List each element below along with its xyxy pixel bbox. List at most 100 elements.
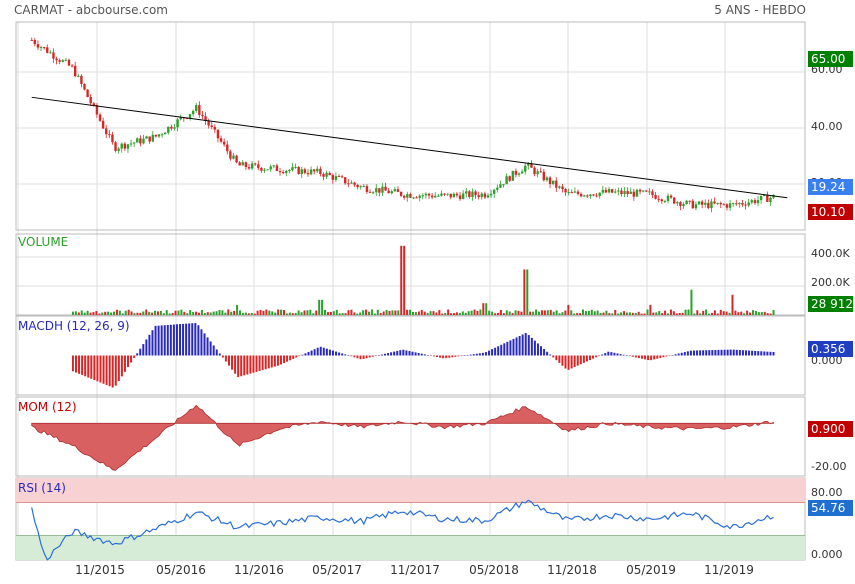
candle-body xyxy=(378,188,381,193)
badge-price-low: 10.10 xyxy=(808,204,853,220)
candle-body xyxy=(738,202,741,205)
candle-body xyxy=(312,169,316,172)
volume-bar xyxy=(772,310,775,315)
volume-bar xyxy=(233,310,236,315)
volume-bar xyxy=(183,311,186,315)
candle-body xyxy=(185,118,189,120)
candle-body xyxy=(384,186,387,191)
macd-bar xyxy=(237,355,240,378)
volume-tick-200k: 200.0K xyxy=(811,276,850,289)
price-tick-40: 40.00 xyxy=(811,120,843,133)
candle-body xyxy=(160,134,164,136)
candle-body xyxy=(216,129,220,139)
candle-body xyxy=(536,171,539,175)
volume-bar xyxy=(271,311,274,315)
volume-bar xyxy=(540,310,543,315)
candle-body xyxy=(278,171,282,173)
volume-bar xyxy=(511,313,514,315)
macd-bar xyxy=(374,355,377,357)
candle-body xyxy=(412,197,415,199)
volume-bar xyxy=(215,311,218,315)
macd-bar xyxy=(157,325,160,356)
candle-body xyxy=(229,151,232,159)
macd-bar xyxy=(390,352,393,356)
volume-bar xyxy=(294,312,297,315)
macd-panel-title: MACDH (12, 26, 9) xyxy=(18,319,130,333)
candle-body xyxy=(55,58,58,61)
macd-bar xyxy=(160,325,163,356)
candle-body xyxy=(254,163,257,165)
volume-bar xyxy=(86,310,89,315)
rsi-tick-0: 0.000 xyxy=(811,548,843,561)
macd-bar xyxy=(757,351,760,356)
macd-bar xyxy=(751,350,754,356)
mom-panel-title: MOM (12) xyxy=(18,400,77,414)
candle-body xyxy=(564,189,567,193)
volume-bar xyxy=(441,313,444,315)
volume-bar xyxy=(274,312,277,315)
candle-body xyxy=(517,173,521,175)
volume-bar xyxy=(687,309,690,315)
volume-bar xyxy=(634,313,637,315)
macd-bar xyxy=(313,349,316,356)
candle-body xyxy=(306,173,310,175)
volume-bar xyxy=(239,310,242,315)
macd-bar xyxy=(114,355,117,386)
candle-body xyxy=(281,172,285,174)
macd-bar xyxy=(194,323,197,356)
candle-body xyxy=(331,175,334,180)
macd-bar xyxy=(380,354,383,356)
candle-body xyxy=(350,182,353,184)
volume-panel-title: VOLUME xyxy=(18,235,68,249)
macd-bar xyxy=(411,351,414,356)
candle-body xyxy=(430,195,434,198)
volume-bar xyxy=(728,312,731,315)
volume-bar xyxy=(672,311,675,315)
volume-bar xyxy=(192,312,195,315)
candle-body xyxy=(691,200,695,209)
macd-bar xyxy=(231,355,234,370)
macd-bar xyxy=(371,355,374,357)
volume-bar xyxy=(523,269,526,315)
volume-bar xyxy=(705,309,708,315)
candle-body xyxy=(294,166,297,168)
volume-bar xyxy=(115,309,118,315)
macd-bar xyxy=(647,355,650,361)
candle-body xyxy=(356,184,359,188)
candle-body xyxy=(707,202,710,209)
candle-body xyxy=(685,200,688,205)
volume-bar xyxy=(502,313,505,315)
volume-bar xyxy=(734,310,737,315)
candle-body xyxy=(645,190,648,192)
candle-body xyxy=(89,97,92,104)
macd-bar xyxy=(399,350,402,356)
volume-bar xyxy=(350,309,353,315)
volume-bar xyxy=(382,311,385,315)
volume-bar xyxy=(576,313,579,315)
candle-body xyxy=(263,169,266,171)
volume-bar xyxy=(561,312,564,315)
candle-body xyxy=(77,75,80,77)
macd-bar xyxy=(218,353,221,356)
candle-body xyxy=(595,195,598,197)
volume-bar xyxy=(535,309,538,315)
volume-bar xyxy=(171,313,174,315)
volume-bar xyxy=(124,310,127,315)
candle-body xyxy=(151,134,154,142)
candle-body xyxy=(288,169,291,171)
volume-bar xyxy=(376,309,379,315)
candle-body xyxy=(316,168,319,172)
macd-bar xyxy=(518,335,521,356)
volume-bar xyxy=(546,310,549,315)
macd-bar xyxy=(105,355,108,386)
macd-bar xyxy=(368,355,371,358)
candle-body xyxy=(58,60,61,62)
macd-bar xyxy=(426,355,429,356)
macd-bar xyxy=(592,355,595,359)
volume-bar xyxy=(710,312,713,315)
candle-body xyxy=(170,126,173,129)
candle-body xyxy=(238,162,241,166)
candle-body xyxy=(70,65,74,67)
macd-bar xyxy=(175,324,178,356)
candle-body xyxy=(722,204,726,206)
